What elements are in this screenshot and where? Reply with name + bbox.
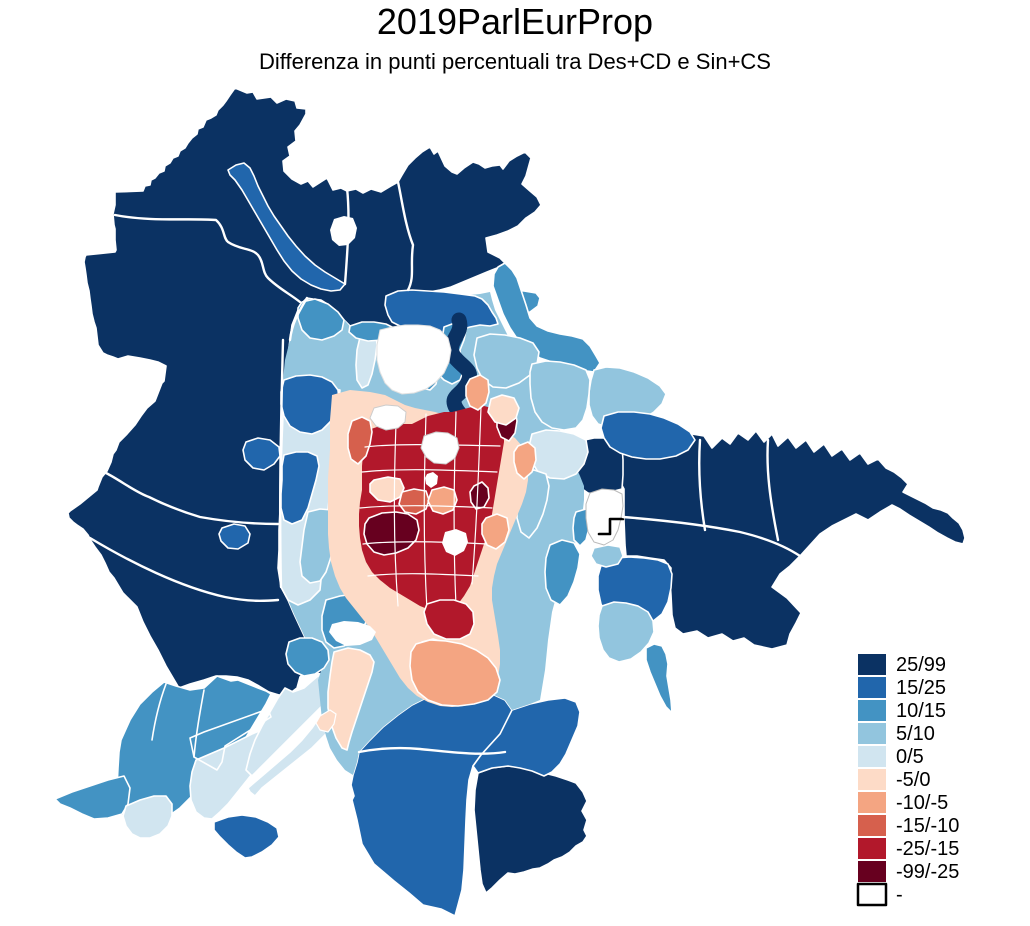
svg-text:25/99: 25/99 — [896, 654, 946, 676]
svg-text:-: - — [896, 884, 903, 906]
svg-text:-25/-15: -25/-15 — [896, 838, 959, 860]
svg-text:5/10: 5/10 — [896, 723, 935, 745]
svg-text:-15/-10: -15/-10 — [896, 815, 959, 837]
svg-text:0/5: 0/5 — [896, 746, 924, 768]
svg-text:-10/-5: -10/-5 — [896, 792, 948, 814]
svg-text:10/15: 10/15 — [896, 700, 946, 722]
svg-text:-99/-25: -99/-25 — [896, 861, 959, 883]
svg-text:15/25: 15/25 — [896, 677, 946, 699]
svg-text:-5/0: -5/0 — [896, 769, 930, 791]
